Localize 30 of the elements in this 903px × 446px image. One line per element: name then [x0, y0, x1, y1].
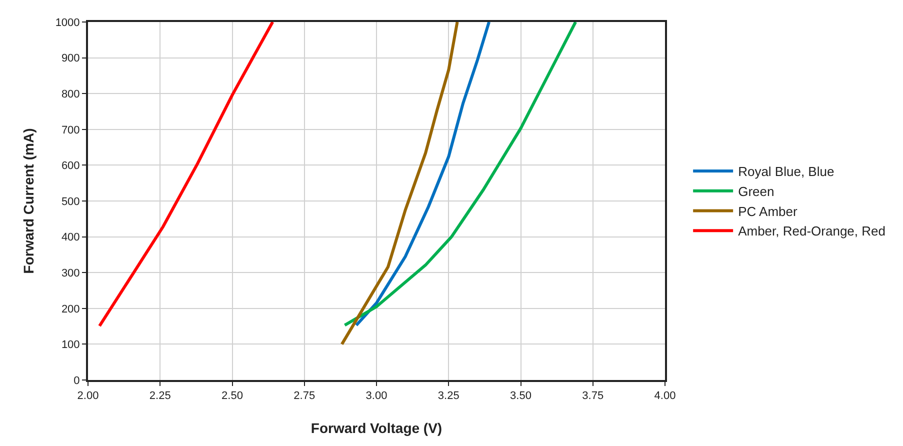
x-axis-title: Forward Voltage (V) — [310, 420, 442, 436]
x-tick-label: 3.50 — [510, 390, 532, 402]
y-tick-label: 100 — [61, 339, 80, 352]
y-tick-label: 700 — [61, 124, 80, 136]
y-tick-label: 500 — [61, 196, 80, 208]
legend-label: Green — [738, 184, 774, 199]
legend-label: Royal Blue, Blue — [738, 164, 834, 180]
line-series — [354, 22, 491, 327]
line-series — [98, 22, 274, 328]
x-tick-label: 2.25 — [149, 390, 171, 402]
y-tick-label: 200 — [61, 303, 80, 316]
y-tick-label: 0 — [74, 374, 80, 387]
legend-label: Amber, Red-Orange, Red — [738, 224, 886, 239]
y-tick-label: 400 — [61, 232, 80, 244]
x-tick-label: 3.75 — [582, 390, 604, 402]
x-tick-label: 3.00 — [366, 390, 388, 402]
x-tick-label: 2.75 — [294, 390, 316, 402]
y-tick-label: 600 — [61, 160, 80, 172]
y-tick-label: 800 — [61, 88, 80, 100]
x-tick-label: 2.50 — [222, 390, 243, 402]
line-series — [343, 22, 578, 327]
x-tick-label: 3.25 — [438, 390, 460, 402]
y-axis-title: Forward Current (mA) — [20, 128, 36, 274]
x-tick-label: 2.00 — [77, 390, 99, 402]
x-tick-label: 4.00 — [654, 390, 676, 402]
line-series — [340, 22, 459, 346]
y-tick-label: 900 — [61, 52, 80, 65]
y-tick-label: 1000 — [55, 16, 80, 29]
y-tick-label: 300 — [61, 267, 80, 280]
legend-label: PC Amber — [738, 204, 798, 219]
